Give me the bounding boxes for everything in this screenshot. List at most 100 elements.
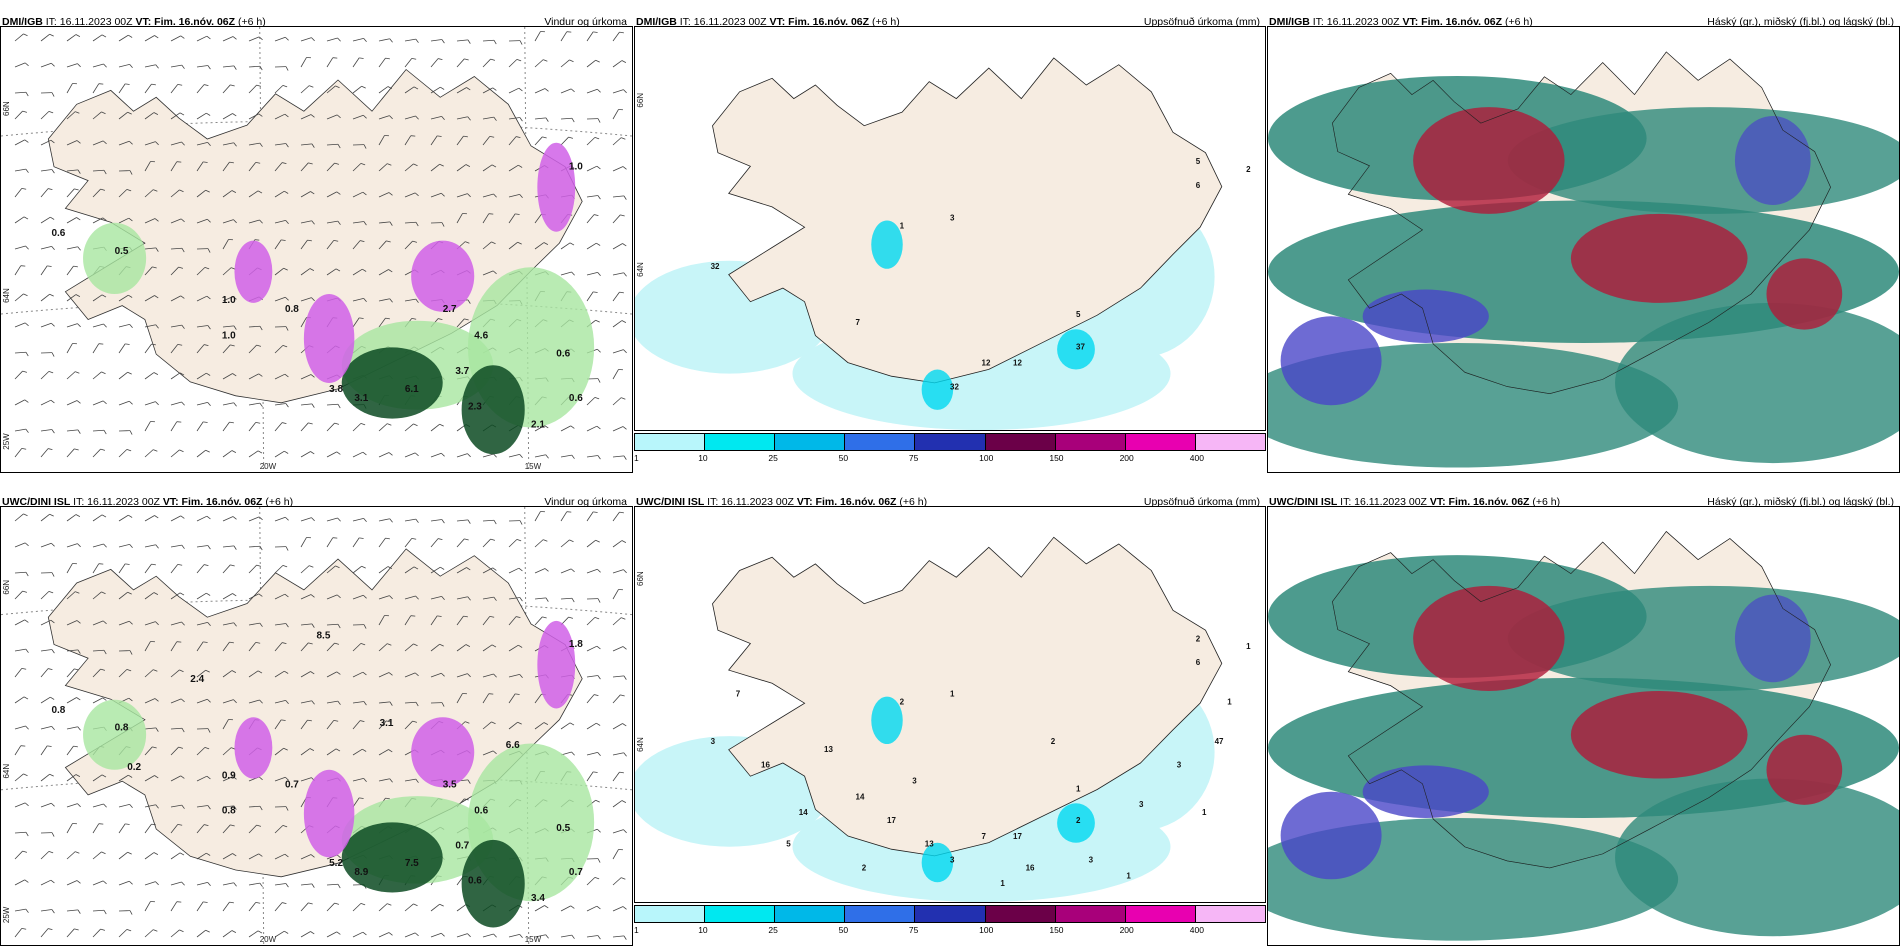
precip-value-label: 16 [761,761,770,770]
wind-barb [482,58,496,68]
wind-barb [508,721,522,730]
wind-barb [456,39,471,44]
wind-barb [300,85,314,94]
wind-barb [144,641,155,652]
wind-barb [326,537,338,548]
wind-barb [300,162,313,172]
wind-barb [586,722,601,730]
wind-barb [222,161,234,172]
wind-barb [404,537,417,548]
panel-3: DMI/IGB IT: 16.11.2023 00Z VT: Fim. 16.n… [1267,10,1900,475]
wind-barb [40,245,55,250]
map-area[interactable]: 2 5 6 32 1 3 7 12 32 5 37 12 66N 64N [634,26,1266,431]
wind-barb [378,317,390,328]
wind-barb [326,403,341,409]
wind-barb [144,698,159,704]
precip-area-heavy [341,347,443,419]
wind-barb [352,162,366,172]
precip-value-label: 1 [1000,879,1005,888]
wind-barb [508,520,523,525]
precip-value-label: 47 [1215,737,1224,746]
wind-barb [300,854,315,860]
wind-barb [248,421,261,432]
wind-barb [248,805,263,811]
panel-1: DMI/IGB IT: 16.11.2023 00Z VT: Fim. 16.n… [0,10,633,475]
wind-barb [274,84,288,94]
wind-barb [378,452,393,458]
wind-barb [40,879,55,886]
wind-barb [14,245,29,250]
wind-barb [508,117,523,122]
precip-value-label: 6.6 [506,740,520,751]
wind-barb [40,909,55,914]
colorbar-tick-label: 75 [908,925,919,935]
wind-barb [378,57,390,68]
wind-barb [144,901,155,912]
wind-barb [14,265,26,276]
wind-barb [118,851,132,860]
precip-area-mid [921,842,954,883]
wind-barb [248,65,263,71]
wind-barb [170,247,185,253]
wind-barb [66,880,81,886]
precip-value-label: 0.8 [285,304,299,315]
wind-barb [170,592,185,600]
wind-barb [92,928,106,938]
precip-value-label: 5 [1196,157,1201,166]
wind-barb [586,645,601,652]
wind-barb [92,217,107,224]
wind-barb [248,325,263,331]
wind-barb [170,641,182,652]
precip-area-mid [1057,803,1095,843]
precip-value-label: 3 [950,213,955,222]
wind-barb [14,619,29,626]
wind-barb [508,616,521,626]
wind-barb [456,538,469,548]
wind-barb [326,114,341,120]
map-area[interactable]: 0.8 0.8 0.8 0.7 0.9 0.6 0.7 0.6 0.7 0.5 7.5 8.9 5.2 3… [0,506,633,946]
wind-barb [196,669,210,678]
wind-barb [404,57,417,68]
precip-value-label: 14 [856,792,865,801]
wind-barb [144,247,159,252]
precip-value-label: 1 [1227,698,1232,707]
map-area[interactable] [1267,26,1900,473]
wind-barb [612,31,624,42]
source-label: UWC/DINI ISL [1269,496,1338,508]
colorbar-tick-label: 10 [698,925,708,935]
precip-value-label: 0.9 [222,771,236,782]
precip-value-label: 7 [982,832,987,841]
wind-barb [118,83,130,94]
wind-barb [40,773,54,782]
map-area[interactable]: 1 2 6 3 2 1 14 7 3 1 2 17 13 16 14 17 13 16 3 3 3 47 1 7 2 1 2 5 3 1 1… [634,506,1266,903]
wind-barb [274,373,289,380]
valid-time: VT: Fim. 16.nóv. 06Z [769,16,870,28]
wind-barb [118,170,133,175]
precip-value-label: 3.8 [329,384,343,395]
wind-barb [92,169,107,175]
wind-barb [40,696,55,704]
wind-barb [300,403,315,408]
iceland-land [712,57,1223,384]
wind-barb [66,851,80,860]
wind-barb [482,453,497,458]
wind-barb [300,642,313,652]
wind-barb [612,675,627,680]
map-area[interactable] [1267,506,1900,946]
cloud-layer [1570,213,1748,303]
wind-barb [274,66,289,71]
wind-barb [300,143,315,148]
wind-barb [14,850,28,860]
wind-barb [326,594,341,600]
wind-barb [274,824,288,834]
wind-barb [430,452,445,458]
wind-barb [170,852,185,860]
cloud-layer [1362,289,1489,343]
wind-barb [170,804,185,809]
wind-barb [378,720,391,730]
wind-barb [612,752,627,757]
wind-barb [40,265,52,276]
wind-barb [222,593,237,600]
map-area[interactable]: 0.6 0.5 1.0 0.8 1.0 4.6 3.7 2.3 0.6 0.6 6.1 3.1 3.8 2… [0,26,633,473]
panel-header: DMI/IGB IT: 16.11.2023 00Z VT: Fim. 16.n… [1267,10,1900,34]
